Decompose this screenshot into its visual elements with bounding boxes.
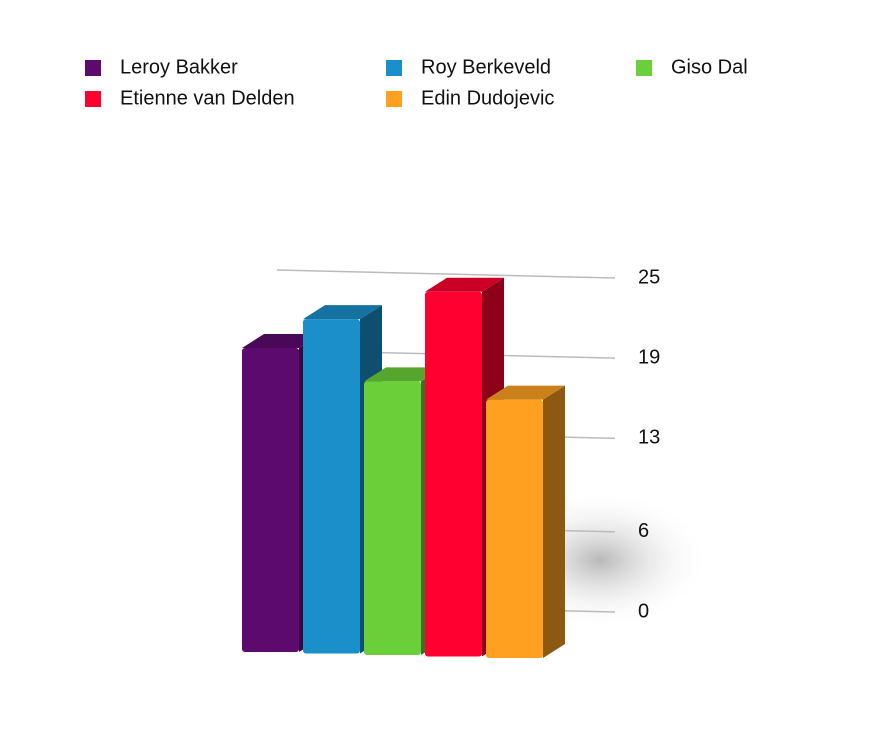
y-tick-label: 13 xyxy=(638,427,660,449)
bar-top xyxy=(303,305,382,320)
bar xyxy=(303,319,360,654)
legend-label: Etienne van Delden xyxy=(120,87,295,109)
legend-label: Giso Dal xyxy=(671,56,748,78)
bar xyxy=(486,399,543,658)
y-tick-label: 25 xyxy=(638,266,660,288)
bar-top xyxy=(425,277,504,292)
y-tick-label: 0 xyxy=(638,600,649,622)
legend-swatch xyxy=(85,60,101,76)
legend-label: Leroy Bakker xyxy=(120,56,238,78)
legend-swatch xyxy=(386,60,402,76)
bar xyxy=(425,291,482,657)
y-tick-label: 6 xyxy=(638,520,649,542)
bar-top xyxy=(486,385,565,400)
y-tick-label: 19 xyxy=(638,346,660,368)
legend-label: Edin Dudojevic xyxy=(421,87,554,109)
bar xyxy=(242,348,299,652)
legend-swatch xyxy=(636,60,652,76)
legend-swatch xyxy=(386,91,402,107)
bar-top xyxy=(242,334,321,348)
bar-top xyxy=(364,367,443,382)
grid-line xyxy=(276,269,616,279)
bar xyxy=(364,381,421,655)
legend-label: Roy Berkeveld xyxy=(421,56,551,78)
legend-swatch xyxy=(85,91,101,107)
bar-side xyxy=(543,385,565,658)
